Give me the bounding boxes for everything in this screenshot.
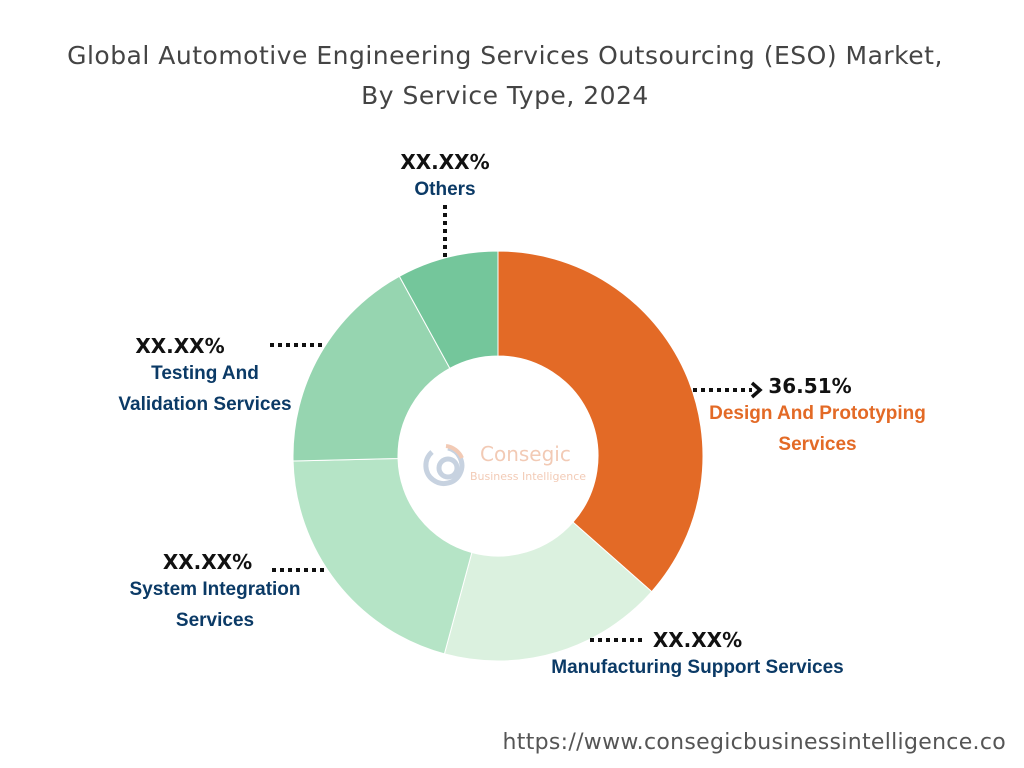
leader-design-arrowhead <box>750 381 763 399</box>
label-testing: XX.XX% Testing And Validation Services <box>90 334 320 420</box>
slice-others <box>398 250 499 370</box>
value-label: XX.XX% <box>135 334 225 358</box>
value-label: XX.XX% <box>400 150 490 174</box>
category-label: Services <box>778 434 857 455</box>
title-line-1: Global Automotive Engineering Services O… <box>67 41 943 70</box>
value-label: XX.XX% <box>652 628 743 652</box>
slice-testing-and-validation-services <box>292 275 451 462</box>
category-label: Manufacturing Support Services <box>551 657 844 678</box>
category-label: Testing And <box>151 363 259 384</box>
value-label: XX.XX% <box>162 550 253 574</box>
logo-name: Consegic <box>480 442 571 466</box>
value-label: 36.51% <box>768 374 852 398</box>
category-label: Others <box>414 179 476 200</box>
title-line-2: By Service Type, 2024 <box>361 81 649 110</box>
chart-title: Global Automotive Engineering Services O… <box>0 36 1010 116</box>
category-label: Design And Prototyping <box>709 403 926 424</box>
category-label: System Integration <box>129 579 301 600</box>
category-label: Validation Services <box>118 394 292 415</box>
logo-mark-icon <box>423 444 465 486</box>
label-system: XX.XX% System Integration Services <box>105 550 325 636</box>
footer-url: https://www.consegicbusinessintelligence… <box>502 730 1006 755</box>
consegic-logo: Consegic Business Intelligence <box>418 440 588 490</box>
slice-design-and-prototyping-services <box>497 250 704 593</box>
label-manufacturing: XX.XX% Manufacturing Support Services <box>530 628 865 683</box>
category-label: Services <box>175 610 255 631</box>
label-others: XX.XX% Others <box>370 150 520 205</box>
slice-manufacturing-support-services <box>443 521 653 662</box>
slice-system-integration-services <box>292 457 473 655</box>
logo-tagline: Business Intelligence <box>470 470 587 483</box>
label-design: 36.51% Design And Prototyping Services <box>690 374 945 460</box>
